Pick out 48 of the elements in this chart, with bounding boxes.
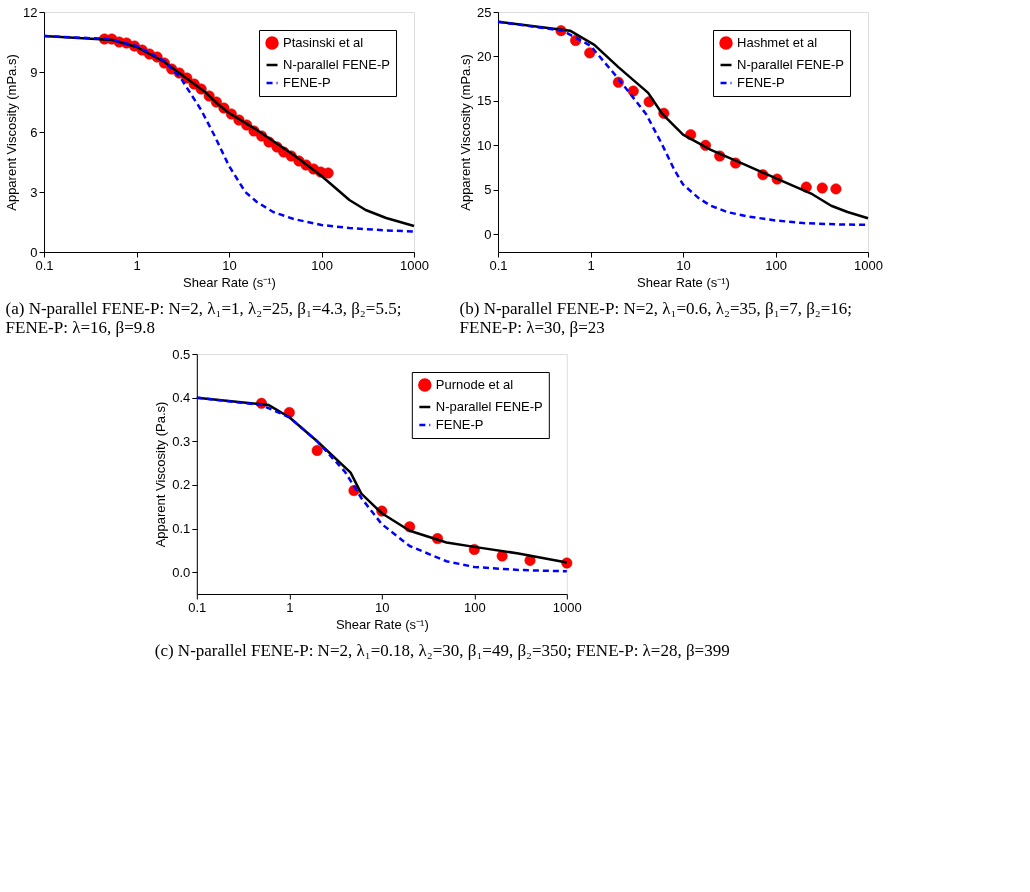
y-tick-label: 0.5: [172, 346, 191, 362]
legend-label: N-parallel FENE-P: [435, 399, 543, 414]
y-tick-label: 25: [477, 4, 492, 20]
x-tick-label: 1: [587, 257, 595, 273]
y-tick-label: 5: [484, 182, 492, 198]
x-tick-label: 10: [676, 257, 691, 273]
x-tick-label: 100: [463, 599, 486, 615]
legend-label: Hashmet et al: [737, 35, 818, 50]
x-tick-label: 1000: [854, 257, 883, 273]
text: (c) N-parallel FENE-P: N=2, λ₁=0.18, λ₂=30, β₁=49, β₂=350; FENE-P: λ=28, β=399: [154, 641, 730, 660]
y-tick-label: 0: [30, 244, 38, 260]
text: (a) N-parallel FENE-P: N=2, λ₁=1, λ₂=25, β₁=4.3, β₂=5.5; FENE-P: λ=16, β=9.8: [5, 299, 402, 337]
text: (b) N-parallel FENE-P: N=2, λ₁=0.6, λ₂=35, β₁=7, β₂=16; FENE-P: λ=30, β=23: [459, 299, 853, 337]
legend-label: N-parallel FENE-P: [283, 57, 390, 72]
y-tick-label: 15: [477, 93, 492, 109]
y-tick-label: 0.3: [172, 433, 191, 449]
y-axis-title: Apparent Viscosity (mPa.s): [458, 54, 474, 211]
x-tick-label: 10: [375, 599, 390, 615]
x-tick-label: 0.1: [188, 599, 207, 615]
legend-label: Purnode et al: [435, 377, 514, 392]
x-axis-title: Shear Rate (s⁻¹): [637, 274, 730, 290]
y-tick-label: 0: [484, 226, 492, 242]
x-tick-label: 100: [765, 257, 787, 273]
y-tick-label: 10: [477, 137, 492, 153]
legend-label: FENE-P: [435, 417, 484, 432]
x-tick-label: 1: [286, 599, 294, 615]
y-tick-label: 0.2: [172, 477, 191, 493]
x-axis-title: Shear Rate (s⁻¹): [183, 274, 276, 290]
legend-label: N-parallel FENE-P: [737, 57, 844, 72]
x-tick-label: 100: [311, 257, 333, 273]
y-tick-label: 12: [23, 4, 38, 20]
y-tick-label: 0.0: [172, 564, 191, 580]
y-tick-label: 6: [30, 124, 38, 140]
legend-label: FENE-P: [283, 75, 331, 90]
y-tick-label: 0.1: [172, 521, 191, 537]
y-axis-title: Apparent Viscosity (Pa.s): [153, 401, 169, 548]
y-tick-label: 3: [30, 184, 38, 200]
y-tick-label: 20: [477, 48, 492, 64]
x-axis-title: Shear Rate (s⁻¹): [335, 616, 429, 632]
x-tick-label: 10: [222, 257, 237, 273]
y-axis-title: Apparent Viscosity (mPa.s): [4, 54, 20, 211]
x-tick-label: 1: [133, 257, 141, 273]
legend-label: Ptasinski et al: [283, 35, 364, 50]
x-tick-label: 1000: [400, 257, 429, 273]
y-tick-label: 0.4: [172, 390, 191, 406]
legend-label: FENE-P: [737, 75, 785, 90]
y-tick-label: 9: [30, 64, 38, 80]
x-tick-label: 1000: [552, 599, 582, 615]
